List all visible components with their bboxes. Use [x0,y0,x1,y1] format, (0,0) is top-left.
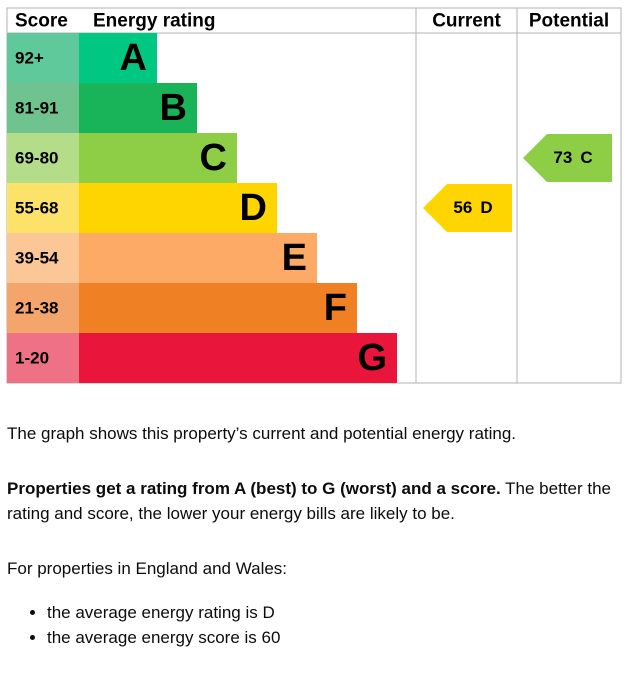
score-range: 21-38 [15,298,58,317]
score-cell [7,233,79,283]
rating-letter: D [240,187,267,229]
score-cell [7,283,79,333]
potential-arrow [523,134,612,182]
rating-letter: G [357,337,387,379]
rating-bar [79,33,157,83]
paragraph: For properties in England and Wales: [7,559,288,578]
list-item: the average energy score is 60 [47,625,622,650]
column-header: Current [432,11,501,32]
list-item: the average energy rating is D [47,600,622,625]
score-cell [7,183,79,233]
current-label: 56 D [453,198,492,217]
potential-label: 73 C [553,148,592,167]
rating-letter: A [120,37,147,79]
rating-letter: F [324,287,347,329]
score-range: 81-91 [15,98,58,117]
score-range: 55-68 [15,198,58,217]
column-header: Energy rating [93,11,215,32]
rating-letter: B [160,87,187,129]
paragraph: Properties get a rating from A (best) to… [7,476,622,526]
potential-letter: C [580,148,592,167]
paragraph: The graph shows this property’s current … [7,424,517,443]
current-arrow [423,184,512,232]
bold-text: Properties get a rating from A (best) to… [7,479,501,498]
potential-score: 73 [553,148,572,167]
current-score: 56 [453,198,472,217]
rating-bar [79,183,277,233]
rating-bar [79,233,317,283]
rating-bar [79,283,357,333]
score-cell [7,83,79,133]
score-range: 39-54 [15,248,59,267]
list: the average energy rating is D the avera… [7,600,622,650]
score-range: 69-80 [15,148,58,167]
current-letter: D [480,198,492,217]
rating-letter: C [200,137,227,179]
score-cell [7,333,79,383]
text: The better the rating and score, the low… [7,479,611,523]
rating-bar [79,333,397,383]
column-header: Score [15,11,68,32]
score-range: 1-20 [15,348,49,367]
epc-graph: Score Energy rating Current Potential 92+ A 81… [6,7,622,384]
rating-bar [79,83,197,133]
score-cell [7,33,79,83]
column-header: Potential [529,11,609,32]
score-range: 92+ [15,48,44,67]
rating-letter: E [282,237,307,279]
rating-bar [79,133,237,183]
score-cell [7,133,79,183]
